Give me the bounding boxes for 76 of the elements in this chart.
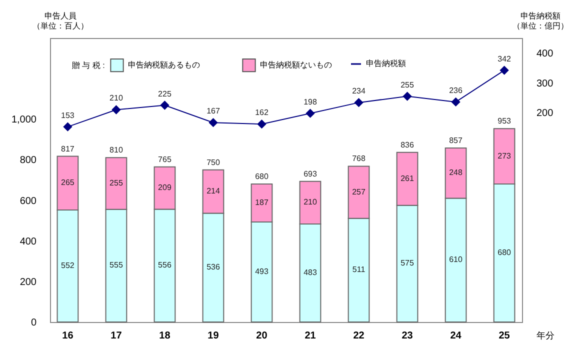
- data-label: 493: [255, 266, 269, 276]
- legend-title: 贈 与 税 :: [72, 61, 105, 70]
- total-label: 680: [255, 172, 269, 182]
- x-tick-label: 23: [402, 330, 414, 342]
- data-label: 261: [400, 174, 414, 183]
- x-tick-label: 21: [304, 330, 316, 342]
- data-label: 225: [158, 89, 172, 98]
- y2-axis-title: 申告納税額（単位：億円）: [512, 12, 568, 30]
- x-axis-title: 年分: [536, 330, 554, 340]
- y-tick-label: 400: [20, 236, 37, 248]
- total-label: 953: [498, 116, 512, 126]
- point: [354, 98, 363, 107]
- data-label: 555: [110, 260, 124, 270]
- y2-tick-label: 200: [536, 108, 554, 120]
- y2-tick-label: 400: [536, 48, 554, 60]
- data-label: 153: [61, 110, 75, 120]
- x-tick-label: 18: [159, 330, 171, 342]
- point: [112, 106, 120, 114]
- data-label: 680: [498, 248, 512, 258]
- x-tick-label: 17: [110, 330, 122, 342]
- y-tick-label: 200: [20, 276, 37, 288]
- x-tick-label: 22: [353, 330, 365, 342]
- x-tick-label: 25: [498, 330, 510, 342]
- point: [306, 109, 314, 118]
- y-tick-label: 600: [20, 196, 37, 207]
- data-label: 536: [206, 262, 220, 272]
- y-tick-label: 800: [20, 155, 37, 166]
- total-label: 836: [400, 140, 414, 150]
- y2-tick-label: 300: [536, 78, 554, 90]
- x-tick-label: 16: [62, 330, 74, 342]
- data-label: 214: [206, 186, 220, 196]
- data-label: 342: [498, 54, 512, 64]
- data-label: 209: [158, 183, 172, 192]
- data-label: 511: [352, 265, 366, 274]
- data-label: 265: [61, 178, 75, 188]
- data-label: 552: [61, 261, 75, 270]
- y-tick-label: 0: [30, 318, 37, 328]
- data-label: 610: [449, 255, 464, 264]
- x-tick-label: 20: [256, 330, 268, 342]
- data-label: 257: [352, 187, 366, 196]
- point: [258, 120, 266, 128]
- data-label: 236: [449, 86, 464, 95]
- data-label: 255: [400, 80, 414, 90]
- total-label: 765: [158, 154, 172, 164]
- data-label: 167: [206, 106, 220, 116]
- total-label: 817: [61, 144, 75, 154]
- data-label: 575: [400, 258, 414, 268]
- data-label: 483: [304, 268, 318, 278]
- point: [500, 66, 508, 74]
- point: [403, 92, 412, 100]
- data-label: 210: [304, 198, 318, 207]
- total-label: 768: [352, 154, 366, 164]
- legend-label: 申告納税額: [366, 59, 406, 68]
- point: [452, 98, 460, 106]
- legend-label: 申告納税額あるもの: [128, 60, 200, 70]
- y-axis-title: 申告人員（単位：百人）: [32, 12, 88, 30]
- y-tick-label: 1,000: [11, 114, 37, 126]
- x-tick-label: 24: [450, 330, 462, 342]
- point: [64, 122, 72, 131]
- data-label: 198: [304, 97, 318, 106]
- point: [209, 118, 218, 127]
- total-label: 693: [304, 169, 318, 178]
- x-tick-label: 19: [208, 330, 220, 342]
- data-label: 210: [110, 94, 124, 103]
- data-label: 187: [255, 198, 269, 208]
- data-label: 234: [352, 86, 366, 96]
- data-label: 556: [158, 260, 172, 270]
- total-label: 857: [449, 136, 464, 145]
- legend-label: 申告納税額ないもの: [260, 60, 332, 70]
- total-label: 750: [206, 158, 220, 167]
- data-label: 273: [498, 151, 512, 160]
- data-label: 255: [110, 178, 124, 188]
- data-label: 162: [255, 108, 269, 118]
- total-label: 810: [110, 146, 124, 155]
- data-label: 248: [449, 168, 464, 178]
- point: [160, 101, 169, 110]
